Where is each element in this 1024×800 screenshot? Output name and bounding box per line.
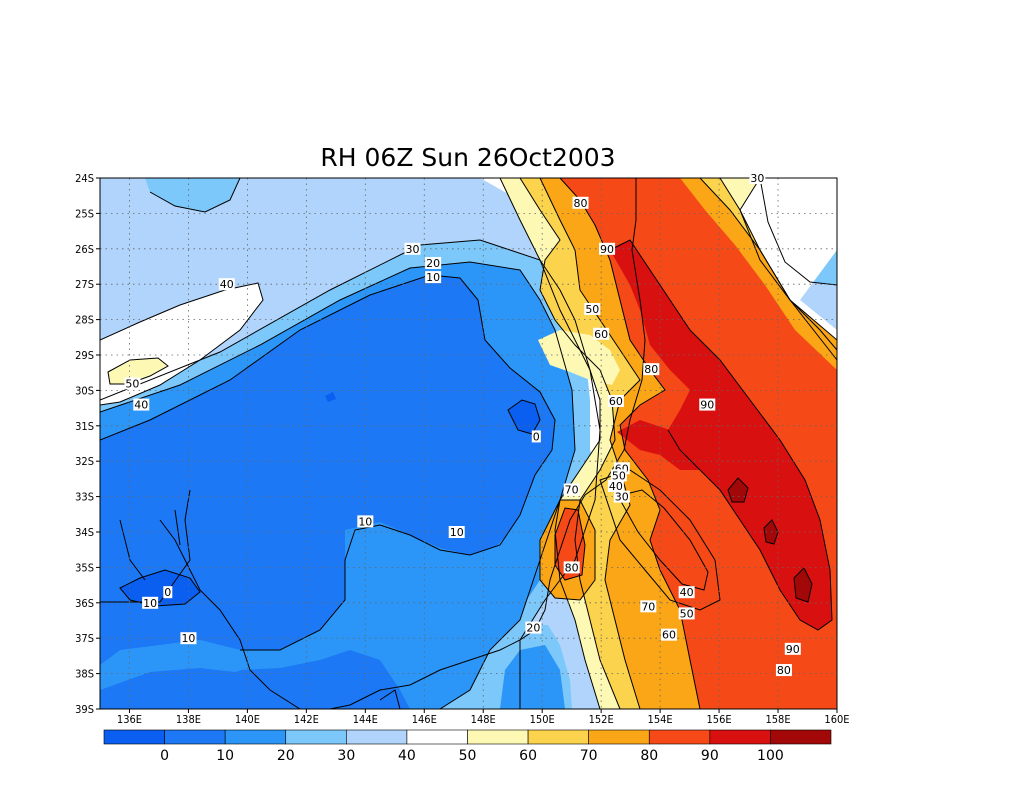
lon-tick-label: 156E [707,713,732,726]
contour-label: 90 [700,399,714,412]
contour-label: 60 [609,395,623,408]
colorbar-swatch [467,729,529,745]
contour-label: 20 [526,622,540,635]
contour-label: 50 [612,469,626,482]
lat-tick-label: 27S [75,278,94,291]
contour-label: 60 [662,629,676,642]
contour-label: 10 [181,632,195,645]
contour-label: 80 [644,363,658,376]
lon-tick-label: 140E [235,713,260,726]
colorbar-label: 80 [640,748,658,764]
colorbar-label: 0 [160,748,169,764]
lat-tick-label: 28S [75,314,94,327]
graticule [100,178,837,709]
contour-label: 40 [680,586,694,599]
plot-frame [99,177,838,710]
lat-tick-label: 39S [75,703,94,716]
lat-tick-label: 29S [75,349,94,362]
colorbar-label: 40 [398,748,416,764]
colorbar-swatch [709,729,771,745]
lat-tick-label: 36S [75,597,94,610]
contour-label: 40 [134,399,148,412]
lat-tick-label: 38S [75,668,94,681]
lon-tick-label: 150E [530,713,555,726]
lon-tick-label: 144E [353,713,378,726]
contour-label: 90 [600,243,614,256]
contour-label: 10 [358,515,372,528]
latitude-axis: 24S 25S 26S 27S 28S 29S 30S 31S 32S 33S 34S 35S 36S 3… [75,172,100,716]
colorbar-label: 90 [701,748,719,764]
colorbar-swatch [406,729,468,745]
lon-tick-label: 136E [117,713,142,726]
colorbar-swatch [648,729,711,745]
lon-tick-label: 148E [471,713,496,726]
colorbar-label: 100 [757,748,784,764]
contour-label: 90 [786,643,800,656]
contour-label: 80 [574,197,588,210]
colorbar-label: 10 [216,748,234,764]
lat-tick-label: 30S [75,384,94,397]
lat-tick-label: 32S [75,455,94,468]
colorbar-label: 60 [519,748,537,764]
lat-tick-label: 31S [75,420,94,433]
colorbar-swatch [285,729,347,745]
contour-label: 70 [565,484,579,497]
longitude-axis: 136E 138E 140E 142E 144E 146E 148E 150E 152E 154E… [117,709,850,726]
map-title: RH 06Z Sun 26Oct2003 [320,143,615,172]
lon-tick-label: 158E [765,713,790,726]
colorbar-swatch [224,729,287,745]
contour-label: 20 [426,257,440,270]
contour-label: 30 [405,243,419,256]
rh-contour-field [100,178,837,709]
lon-tick-label: 146E [412,713,437,726]
contour-label: 80 [777,664,791,677]
colorbar-swatch [164,729,226,745]
lat-tick-label: 33S [75,491,94,504]
contour-label: 70 [641,600,655,613]
colorbar-swatch [588,729,650,745]
lat-tick-label: 25S [75,207,94,220]
contour-label: 10 [143,597,157,610]
lat-tick-label: 24S [75,172,94,185]
colorbar-label: 20 [277,748,295,764]
colorbar-label: 70 [580,748,598,764]
contour-label: 50 [585,303,599,316]
lat-tick-label: 37S [75,632,94,645]
contour-label: 40 [220,278,234,291]
coastline [329,178,646,709]
contour-label: 30 [750,172,764,185]
colorbar-swatch [346,729,408,745]
contour-label: 60 [594,328,608,341]
contour-label: 0 [164,586,171,599]
contour-label: 40 [609,480,623,493]
colorbar-swatch [527,729,589,745]
contour-label: 0 [533,430,540,443]
colorbar-swatch [103,729,165,745]
colorbar-swatch [770,729,832,745]
contour-label: 10 [426,271,440,284]
contour-label: 50 [125,377,139,390]
lon-tick-label: 142E [294,713,319,726]
lon-tick-label: 152E [589,713,614,726]
lon-tick-label: 138E [176,713,201,726]
contour-label: 10 [450,526,464,539]
lat-tick-label: 35S [75,561,94,574]
colorbar-label: 30 [337,748,355,764]
contour-label: 30 [615,491,629,504]
lat-tick-label: 34S [75,526,94,539]
contour-label: 80 [565,561,579,574]
contour-label: 50 [680,607,694,620]
lon-tick-label: 154E [648,713,673,726]
lon-tick-label: 160E [824,713,849,726]
colorbar-label: 50 [459,748,477,764]
lat-tick-label: 26S [75,243,94,256]
colorbar: 0 10 20 30 40 50 60 70 80 90 100 [103,729,832,764]
